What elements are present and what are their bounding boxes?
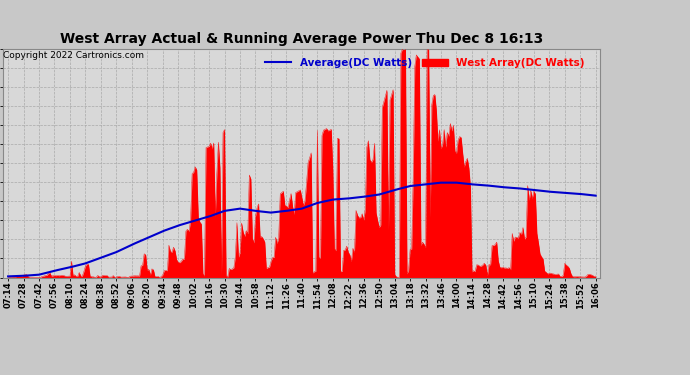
Text: Copyright 2022 Cartronics.com: Copyright 2022 Cartronics.com (3, 51, 144, 60)
Legend: Average(DC Watts), West Array(DC Watts): Average(DC Watts), West Array(DC Watts) (261, 54, 589, 72)
Title: West Array Actual & Running Average Power Thu Dec 8 16:13: West Array Actual & Running Average Powe… (60, 32, 544, 46)
